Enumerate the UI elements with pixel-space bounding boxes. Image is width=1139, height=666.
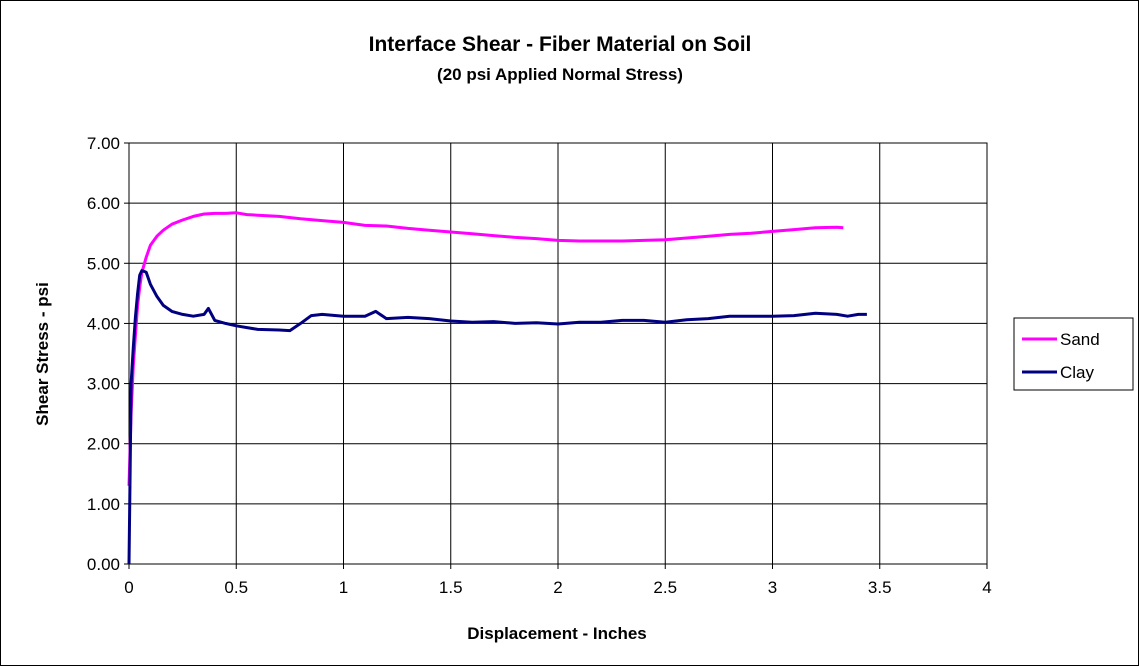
- legend-label-sand: Sand: [1060, 330, 1100, 349]
- grid: [128, 142, 988, 565]
- chart-title: Interface Shear - Fiber Material on Soil: [369, 33, 752, 56]
- y-tick-label: 0.00: [87, 555, 120, 574]
- y-tick-label: 7.00: [87, 134, 120, 153]
- chart-subtitle: (20 psi Applied Normal Stress): [437, 65, 683, 84]
- y-tick-label: 4.00: [87, 314, 120, 333]
- x-tick-label: 1: [339, 578, 348, 597]
- x-tick-label: 1.5: [439, 578, 463, 597]
- x-tick-label: 2: [553, 578, 562, 597]
- x-tick-label: 0.5: [224, 578, 248, 597]
- y-tick-label: 5.00: [87, 254, 120, 273]
- x-tick-label: 0: [124, 578, 133, 597]
- series-lines: [127, 211, 867, 565]
- y-tick-label: 1.00: [87, 495, 120, 514]
- legend-box: [1013, 317, 1134, 391]
- y-axis-label: Shear Stress - psi: [33, 282, 52, 426]
- x-axis-label: Displacement - Inches: [467, 624, 647, 643]
- axis-ticks: 0.00 1.00 2.00 3.00 4.00 5.00 6.00 7.00 0 0.5 1 1.5…: [87, 134, 992, 597]
- x-tick-label: 3: [768, 578, 777, 597]
- legend-label-clay: Clay: [1060, 363, 1095, 382]
- x-tick-label: 3.5: [868, 578, 892, 597]
- y-tick-label: 2.00: [87, 435, 120, 454]
- series-line-sand: [127, 211, 844, 486]
- legend: Sand Clay: [1013, 317, 1134, 391]
- x-tick-label: 2.5: [653, 578, 677, 597]
- series-line-clay: [127, 269, 867, 565]
- y-tick-label: 6.00: [87, 194, 120, 213]
- x-tick-label: 4: [982, 578, 991, 597]
- y-tick-label: 3.00: [87, 375, 120, 394]
